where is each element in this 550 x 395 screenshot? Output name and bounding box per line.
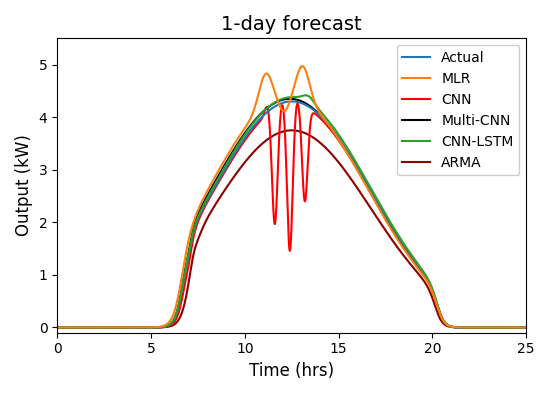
- Multi-CNN: [107, 325, 114, 330]
- ARMA: [289, 128, 295, 133]
- Actual: [523, 325, 530, 330]
- ARMA: [107, 325, 114, 330]
- Y-axis label: Output (kW): Output (kW): [15, 135, 33, 237]
- Actual: [54, 325, 60, 330]
- Actual: [514, 325, 520, 330]
- MLR: [54, 325, 60, 330]
- MLR: [254, 96, 261, 100]
- CNN-LSTM: [254, 116, 261, 120]
- CNN-LSTM: [107, 325, 114, 330]
- ARMA: [54, 325, 60, 330]
- CNN: [254, 122, 261, 127]
- Line: MLR: MLR: [57, 66, 526, 327]
- CNN-LSTM: [523, 325, 530, 330]
- CNN-LSTM: [234, 144, 240, 149]
- Actual: [463, 325, 470, 330]
- CNN-LSTM: [463, 325, 470, 330]
- MLR: [514, 325, 520, 330]
- MLR: [523, 325, 530, 330]
- Line: CNN-LSTM: CNN-LSTM: [57, 95, 526, 327]
- MLR: [135, 325, 142, 330]
- Multi-CNN: [54, 325, 60, 330]
- Actual: [135, 325, 142, 330]
- Multi-CNN: [463, 325, 470, 330]
- CNN-LSTM: [514, 325, 520, 330]
- X-axis label: Time (hrs): Time (hrs): [249, 362, 334, 380]
- CNN-LSTM: [302, 93, 309, 98]
- Multi-CNN: [135, 325, 142, 330]
- Multi-CNN: [523, 325, 530, 330]
- CNN-LSTM: [135, 325, 142, 330]
- Line: CNN: CNN: [57, 103, 526, 327]
- Multi-CNN: [254, 115, 261, 120]
- CNN: [135, 325, 142, 330]
- Actual: [234, 147, 240, 152]
- CNN: [514, 325, 520, 330]
- Actual: [254, 120, 261, 124]
- Line: Multi-CNN: Multi-CNN: [57, 99, 526, 327]
- Title: 1-day forecast: 1-day forecast: [222, 15, 362, 34]
- CNN: [294, 101, 301, 106]
- CNN-LSTM: [54, 325, 60, 330]
- MLR: [107, 325, 114, 330]
- Legend: Actual, MLR, CNN, Multi-CNN, CNN-LSTM, ARMA: Actual, MLR, CNN, Multi-CNN, CNN-LSTM, A…: [397, 45, 519, 175]
- Multi-CNN: [234, 142, 240, 147]
- CNN: [523, 325, 530, 330]
- Multi-CNN: [287, 96, 293, 101]
- ARMA: [514, 325, 520, 330]
- MLR: [234, 137, 240, 142]
- ARMA: [234, 170, 240, 175]
- CNN: [54, 325, 60, 330]
- CNN: [234, 149, 240, 154]
- MLR: [299, 64, 306, 68]
- ARMA: [135, 325, 142, 330]
- Actual: [289, 99, 295, 104]
- Line: Actual: Actual: [57, 102, 526, 327]
- CNN: [107, 325, 114, 330]
- ARMA: [254, 146, 261, 150]
- Actual: [107, 325, 114, 330]
- Line: ARMA: ARMA: [57, 130, 526, 327]
- ARMA: [463, 325, 470, 330]
- CNN: [463, 325, 470, 330]
- Multi-CNN: [514, 325, 520, 330]
- MLR: [463, 325, 470, 330]
- ARMA: [523, 325, 530, 330]
